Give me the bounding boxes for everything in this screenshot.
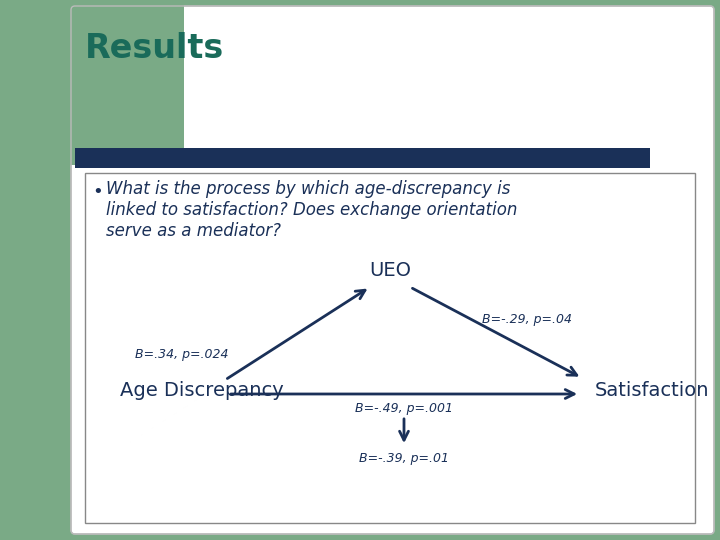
FancyBboxPatch shape [71, 6, 714, 534]
Text: linked to satisfaction? Does exchange orientation: linked to satisfaction? Does exchange or… [106, 201, 518, 219]
Text: B=-.29, p=.04: B=-.29, p=.04 [482, 313, 572, 326]
Text: Age Discrepancy: Age Discrepancy [120, 381, 284, 400]
Text: B=-.49, p=.001: B=-.49, p=.001 [355, 402, 453, 415]
Bar [75, 165, 710, 530]
Text: B=-.39, p=.01: B=-.39, p=.01 [359, 452, 449, 465]
FancyBboxPatch shape [85, 173, 695, 523]
Text: UEO: UEO [369, 261, 411, 280]
Bar [0, 0, 180, 165]
Text: Results: Results [85, 32, 224, 65]
Bar [190, 10, 710, 165]
Text: Satisfaction: Satisfaction [595, 381, 709, 400]
Bar [75, 148, 650, 168]
Text: What is the process by which age-discrepancy is: What is the process by which age-discrep… [106, 180, 510, 198]
Text: serve as a mediator?: serve as a mediator? [106, 222, 281, 240]
FancyBboxPatch shape [61, 0, 184, 159]
Text: •: • [92, 183, 103, 201]
Text: B=.34, p=.024: B=.34, p=.024 [135, 348, 228, 361]
